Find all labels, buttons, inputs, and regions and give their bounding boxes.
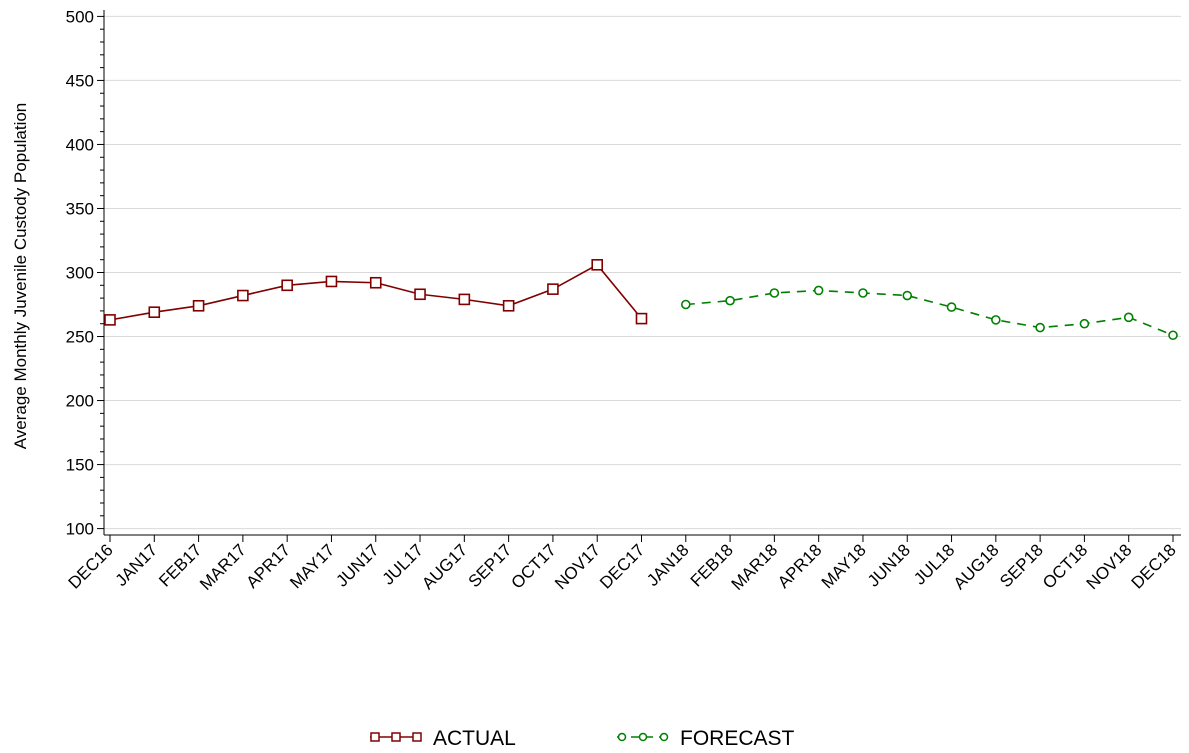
data-point <box>325 275 338 288</box>
data-point <box>680 299 691 310</box>
data-point <box>946 302 957 312</box>
x-tick-label: MAR18 <box>728 540 782 594</box>
y-tick-label: 200 <box>66 392 94 411</box>
data-point <box>1123 312 1134 323</box>
data-point <box>458 293 471 306</box>
x-tick-label: DEC16 <box>65 540 117 592</box>
data-point <box>547 283 559 295</box>
x-tick-label: SEP18 <box>996 540 1047 591</box>
y-tick-label: 400 <box>66 135 94 154</box>
gridlines <box>104 15 1181 530</box>
x-tick-label: AUG18 <box>950 540 1003 593</box>
data-point <box>725 295 735 306</box>
y-tick-label: 300 <box>66 264 94 283</box>
x-tick-label: DEC17 <box>596 540 648 592</box>
series-line-actual <box>109 263 643 321</box>
data-point <box>104 314 116 326</box>
legend-marker <box>638 732 648 742</box>
x-tick-label: JUN17 <box>332 540 382 590</box>
data-point <box>769 288 780 298</box>
y-axis-label: Average Monthly Juvenile Custody Populat… <box>11 103 30 450</box>
data-point <box>902 290 913 301</box>
data-point <box>414 288 426 301</box>
data-point <box>369 276 382 289</box>
series-actual <box>104 259 648 326</box>
x-tick-label: MAY18 <box>818 540 870 592</box>
x-tick-label: NOV18 <box>1083 540 1136 593</box>
series-line-forecast <box>685 289 1174 336</box>
y-tick-label: 500 <box>66 7 94 26</box>
x-tick-label: JUN18 <box>864 540 914 590</box>
legend-marker <box>412 732 422 742</box>
legend-label: FORECAST <box>680 727 795 750</box>
data-point <box>591 259 604 271</box>
x-tick-label: AUG17 <box>418 540 471 593</box>
legend: ACTUAL FORECAST <box>370 727 795 750</box>
x-tick-label: JAN17 <box>112 540 162 590</box>
x-tick-label: OCT18 <box>1039 540 1091 592</box>
x-tick-label: JAN18 <box>643 540 693 590</box>
data-point <box>1035 322 1045 333</box>
series-forecast <box>680 285 1178 341</box>
data-point <box>1168 330 1178 341</box>
x-tick-label: APR17 <box>242 540 294 592</box>
x-tick-label: OCT17 <box>508 540 560 592</box>
data-point <box>237 289 249 302</box>
y-tick-label: 250 <box>66 328 94 347</box>
x-tick-label: MAY17 <box>286 540 338 592</box>
legend-item-forecast: FORECAST <box>617 727 795 750</box>
x-tick-label: APR18 <box>774 540 826 592</box>
data-point <box>192 299 205 312</box>
legend-marker <box>370 732 380 742</box>
legend-label: ACTUAL <box>433 727 516 750</box>
y-axis-ticks: 100 150 200 250 300 350 400 450 500 <box>66 7 104 539</box>
legend-marker <box>659 732 669 742</box>
data-point <box>858 288 868 298</box>
data-point <box>991 315 1001 325</box>
data-point <box>502 299 515 312</box>
x-tick-label: SEP17 <box>465 540 516 591</box>
data-point <box>1079 318 1090 329</box>
x-axis-ticks: DEC16JAN17FEB17MAR17APR17MAY17JUN17JUL17… <box>65 535 1180 594</box>
x-tick-label: NOV17 <box>551 540 604 593</box>
data-point <box>281 279 293 292</box>
data-point <box>813 285 824 296</box>
y-tick-label: 450 <box>66 71 94 90</box>
legend-item-actual: ACTUAL <box>370 727 516 750</box>
legend-marker <box>391 732 401 742</box>
x-tick-label: DEC18 <box>1128 540 1180 592</box>
y-tick-label: 150 <box>66 456 94 475</box>
data-point <box>148 306 161 318</box>
y-tick-label: 100 <box>66 520 94 539</box>
y-tick-label: 350 <box>66 199 94 218</box>
x-tick-label: MAR17 <box>196 540 250 594</box>
legend-marker <box>617 732 627 742</box>
data-point <box>635 312 648 325</box>
series-layer <box>104 259 1178 341</box>
